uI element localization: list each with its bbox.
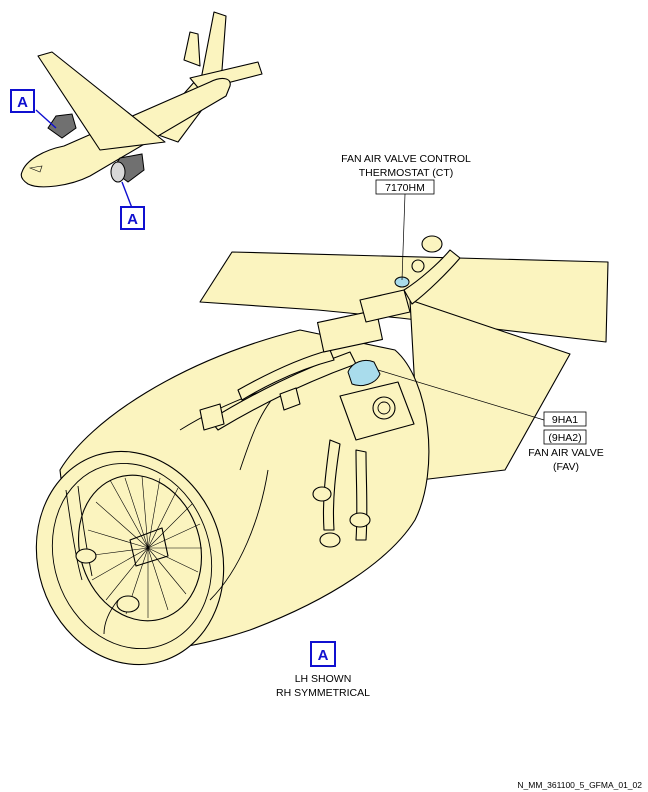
callout-a-bottom: A — [120, 181, 145, 230]
callout-label-a-view: A — [318, 647, 329, 664]
callout-label-a-bottom: A — [127, 211, 138, 228]
valve-title-line2: (FAV) — [553, 461, 579, 473]
valve-title-line1: FAN AIR VALVE — [528, 447, 603, 459]
engine-detail — [35, 235, 609, 666]
thermostat-title-line2: THERMOSTAT (CT) — [359, 167, 454, 179]
valve-label: 9HA1 (9HA2) FAN AIR VALVE (FAV) — [377, 369, 604, 473]
view-a-note: A LH SHOWN RH SYMMETRICAL — [276, 641, 370, 699]
aircraft-overview — [20, 11, 263, 188]
view-note-line1: LH SHOWN — [295, 673, 352, 685]
fan-air-valve-part — [347, 359, 381, 387]
view-note-line2: RH SYMMETRICAL — [276, 687, 370, 699]
drawing-reference: N_MM_361100_5_GFMA_01_02 — [517, 780, 642, 790]
callout-label-a-top: A — [17, 94, 28, 111]
thermostat-label: FAN AIR VALVE CONTROL THERMOSTAT (CT) 71… — [341, 153, 471, 281]
valve-ref-1: 9HA1 — [552, 414, 578, 426]
callout-a-top: A — [10, 89, 57, 129]
valve-ref-2: (9HA2) — [548, 432, 581, 444]
thermostat-title-line1: FAN AIR VALVE CONTROL — [341, 153, 471, 165]
thermostat-ref: 7170HM — [385, 182, 425, 194]
